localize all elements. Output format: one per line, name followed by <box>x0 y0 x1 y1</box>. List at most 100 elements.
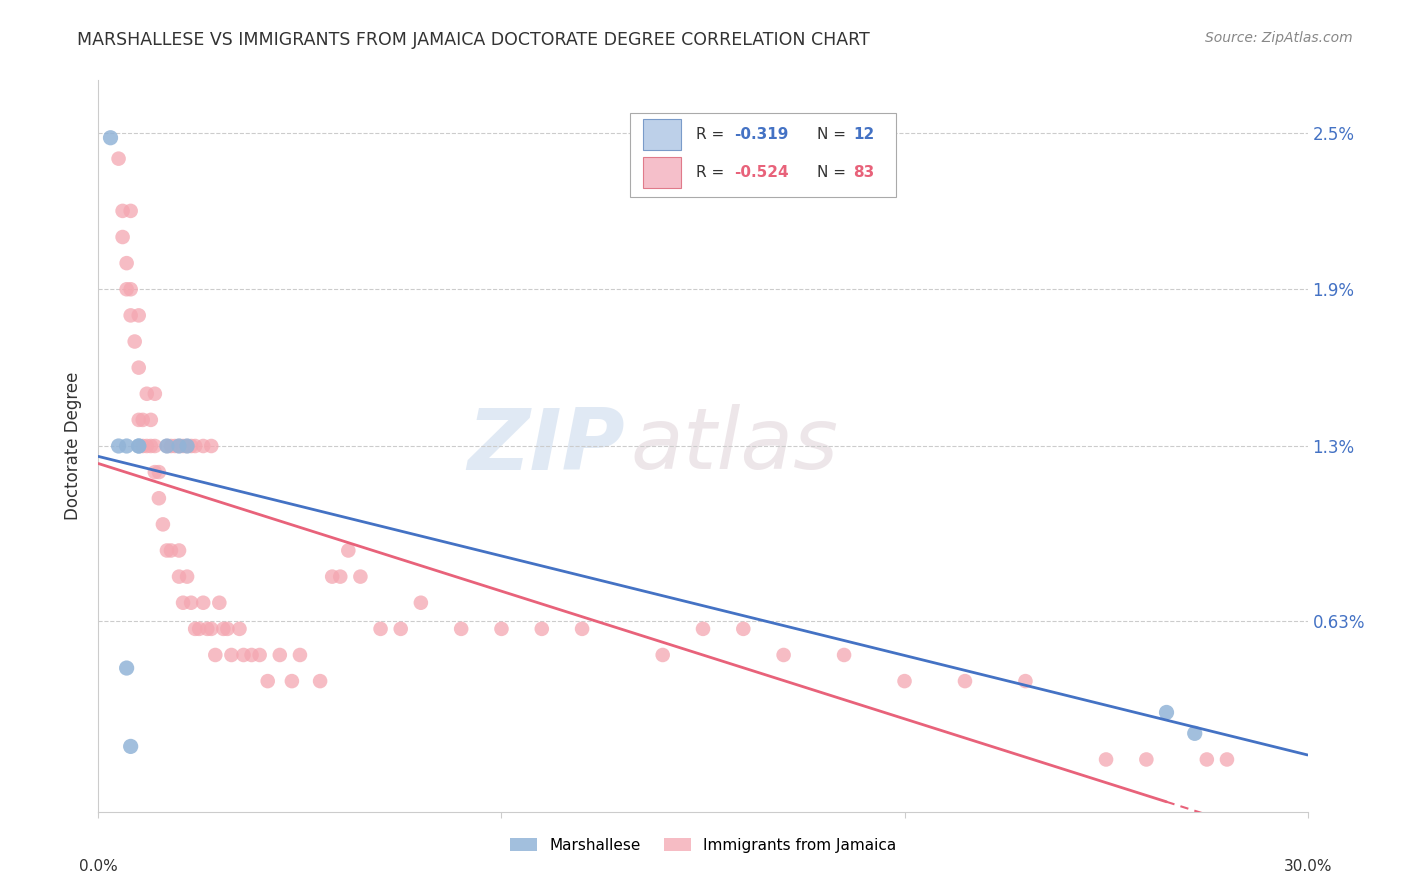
Point <box>107 152 129 166</box>
Point <box>135 386 157 401</box>
Point <box>132 439 155 453</box>
Legend: Marshallese, Immigrants from Jamaica: Marshallese, Immigrants from Jamaica <box>503 831 903 859</box>
Text: 30.0%: 30.0% <box>1284 859 1331 874</box>
Text: atlas: atlas <box>630 404 838 488</box>
Bar <box>643 157 682 188</box>
Point <box>200 622 222 636</box>
Point <box>156 439 179 453</box>
Text: 0.0%: 0.0% <box>79 859 118 874</box>
Point <box>176 439 198 453</box>
Point <box>349 569 371 583</box>
Point <box>832 648 855 662</box>
Point <box>111 203 134 218</box>
Point <box>120 203 142 218</box>
Point <box>132 413 155 427</box>
Point <box>389 622 412 636</box>
Point <box>184 439 207 453</box>
Point <box>200 439 222 453</box>
Point <box>167 569 190 583</box>
Point <box>167 543 190 558</box>
Point <box>176 439 198 453</box>
Point <box>370 622 392 636</box>
Text: ZIP: ZIP <box>467 404 624 488</box>
Point <box>115 256 138 270</box>
Point <box>1195 752 1218 766</box>
Point <box>148 465 170 479</box>
Point <box>167 439 190 453</box>
Point <box>329 569 352 583</box>
Point <box>115 661 138 675</box>
Point <box>221 648 243 662</box>
Point <box>269 648 291 662</box>
Point <box>953 674 976 689</box>
Point <box>193 439 215 453</box>
Point <box>193 596 215 610</box>
Point <box>240 648 263 662</box>
Point <box>120 309 142 323</box>
Bar <box>643 119 682 150</box>
Point <box>204 648 226 662</box>
Point <box>115 439 138 453</box>
Text: R =: R = <box>696 165 728 180</box>
Point <box>172 439 194 453</box>
Point <box>321 569 343 583</box>
Point <box>692 622 714 636</box>
Point <box>139 439 162 453</box>
Text: 12: 12 <box>853 127 875 142</box>
Point <box>163 439 186 453</box>
Point <box>107 439 129 453</box>
Point <box>128 439 150 453</box>
Point <box>733 622 755 636</box>
Point <box>491 622 513 636</box>
Point <box>195 622 218 636</box>
Text: -0.319: -0.319 <box>734 127 789 142</box>
Point <box>1135 752 1157 766</box>
Point <box>180 439 202 453</box>
Text: N =: N = <box>817 127 851 142</box>
Point <box>530 622 553 636</box>
Point <box>256 674 278 689</box>
Y-axis label: Doctorate Degree: Doctorate Degree <box>65 372 83 520</box>
Point <box>180 596 202 610</box>
Point <box>188 622 211 636</box>
Point <box>893 674 915 689</box>
Point <box>309 674 332 689</box>
Text: 83: 83 <box>853 165 875 180</box>
Point <box>288 648 311 662</box>
Text: Source: ZipAtlas.com: Source: ZipAtlas.com <box>1205 31 1353 45</box>
FancyBboxPatch shape <box>630 113 897 197</box>
Point <box>128 439 150 453</box>
Point <box>184 622 207 636</box>
Point <box>217 622 239 636</box>
Point <box>156 439 179 453</box>
Point <box>124 334 146 349</box>
Point <box>1156 706 1178 720</box>
Point <box>111 230 134 244</box>
Point <box>772 648 794 662</box>
Point <box>128 309 150 323</box>
Point <box>148 491 170 506</box>
Point <box>128 360 150 375</box>
Point <box>135 439 157 453</box>
Point <box>139 413 162 427</box>
Point <box>232 648 254 662</box>
Point <box>409 596 432 610</box>
Point <box>120 739 142 754</box>
Point <box>160 439 183 453</box>
Point <box>450 622 472 636</box>
Point <box>100 130 122 145</box>
Text: MARSHALLESE VS IMMIGRANTS FROM JAMAICA DOCTORATE DEGREE CORRELATION CHART: MARSHALLESE VS IMMIGRANTS FROM JAMAICA D… <box>77 31 870 49</box>
Point <box>167 439 190 453</box>
Point <box>143 386 166 401</box>
Point <box>115 282 138 296</box>
Point <box>249 648 271 662</box>
Point <box>1184 726 1206 740</box>
Point <box>281 674 304 689</box>
Point <box>120 282 142 296</box>
Text: N =: N = <box>817 165 851 180</box>
Text: R =: R = <box>696 127 728 142</box>
Point <box>208 596 231 610</box>
Point <box>172 596 194 610</box>
Point <box>128 413 150 427</box>
Point <box>160 543 183 558</box>
